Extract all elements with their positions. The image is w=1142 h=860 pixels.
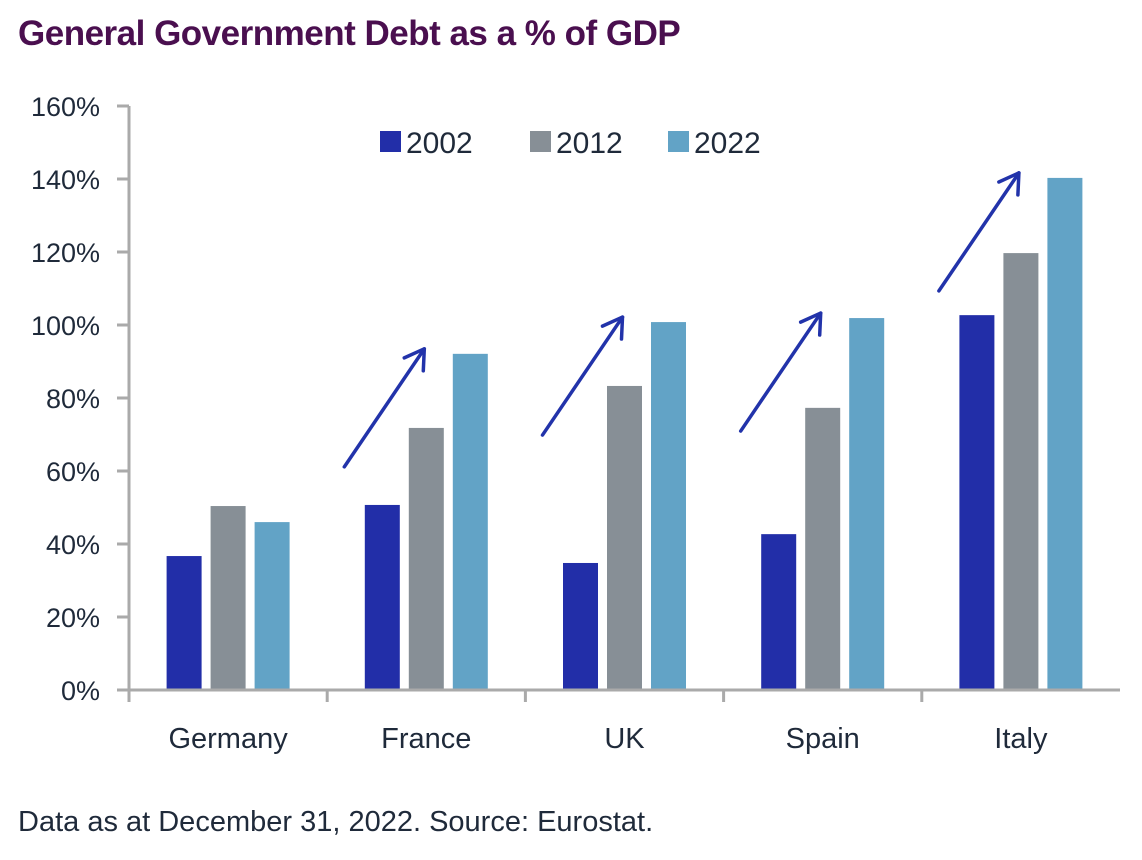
bar xyxy=(210,506,246,689)
bar-chart: 0% 20% 40% 60% 80% 100% 120% 140% 160% Germany Fra… xyxy=(31,92,1120,755)
bar xyxy=(849,318,885,689)
legend-swatch xyxy=(668,131,689,152)
x-tick-label: France xyxy=(381,723,471,755)
x-tick-label: Germany xyxy=(168,723,288,755)
x-tick-label: Spain xyxy=(786,723,860,755)
y-tick-label: 20% xyxy=(46,603,100,633)
bar xyxy=(1003,253,1039,689)
trend-arrow-head xyxy=(798,311,823,337)
y-tick-label: 0% xyxy=(61,676,100,706)
y-tick-label: 40% xyxy=(46,530,100,560)
trend-arrow-line xyxy=(540,315,625,437)
x-tick-label: Italy xyxy=(994,723,1048,755)
bar xyxy=(761,534,797,689)
legend-label: 2012 xyxy=(556,127,623,160)
trend-arrow-head xyxy=(600,315,625,341)
annotations xyxy=(342,171,1021,469)
legend: 2002 2012 2022 xyxy=(380,127,761,160)
legend-swatch xyxy=(380,131,401,152)
y-tick-label: 140% xyxy=(31,165,100,195)
trend-arrow-line xyxy=(342,347,427,469)
bar xyxy=(364,504,400,689)
bar xyxy=(1047,177,1083,689)
bar xyxy=(805,407,841,689)
bar xyxy=(607,385,642,689)
bar xyxy=(959,315,995,689)
y-tick-label: 160% xyxy=(31,92,100,122)
chart-title: General Government Debt as a % of GDP xyxy=(18,14,681,53)
trend-arrow-line xyxy=(738,311,823,433)
bar xyxy=(651,322,686,689)
y-tick-label: 60% xyxy=(46,457,100,487)
footnote: Data as at December 31, 2022. Source: Eu… xyxy=(18,806,654,838)
bars xyxy=(166,177,1083,689)
bar xyxy=(408,427,444,689)
legend-label: 2002 xyxy=(406,127,473,160)
y-tick-label: 120% xyxy=(31,238,100,268)
legend-swatch xyxy=(530,131,551,152)
y-tick-label: 100% xyxy=(31,311,100,341)
bar xyxy=(452,353,488,689)
y-tick-label: 80% xyxy=(46,384,100,414)
x-tick-label: UK xyxy=(604,723,645,755)
legend-label: 2022 xyxy=(694,127,761,160)
bar xyxy=(563,562,598,689)
trend-arrow-head xyxy=(402,347,427,373)
axes: 0% 20% 40% 60% 80% 100% 120% 140% 160% Germany Fra… xyxy=(31,92,1120,755)
bar xyxy=(166,556,202,689)
trend-arrow-line xyxy=(937,171,1021,293)
trend-arrow-head xyxy=(997,171,1021,197)
bar xyxy=(254,522,290,689)
